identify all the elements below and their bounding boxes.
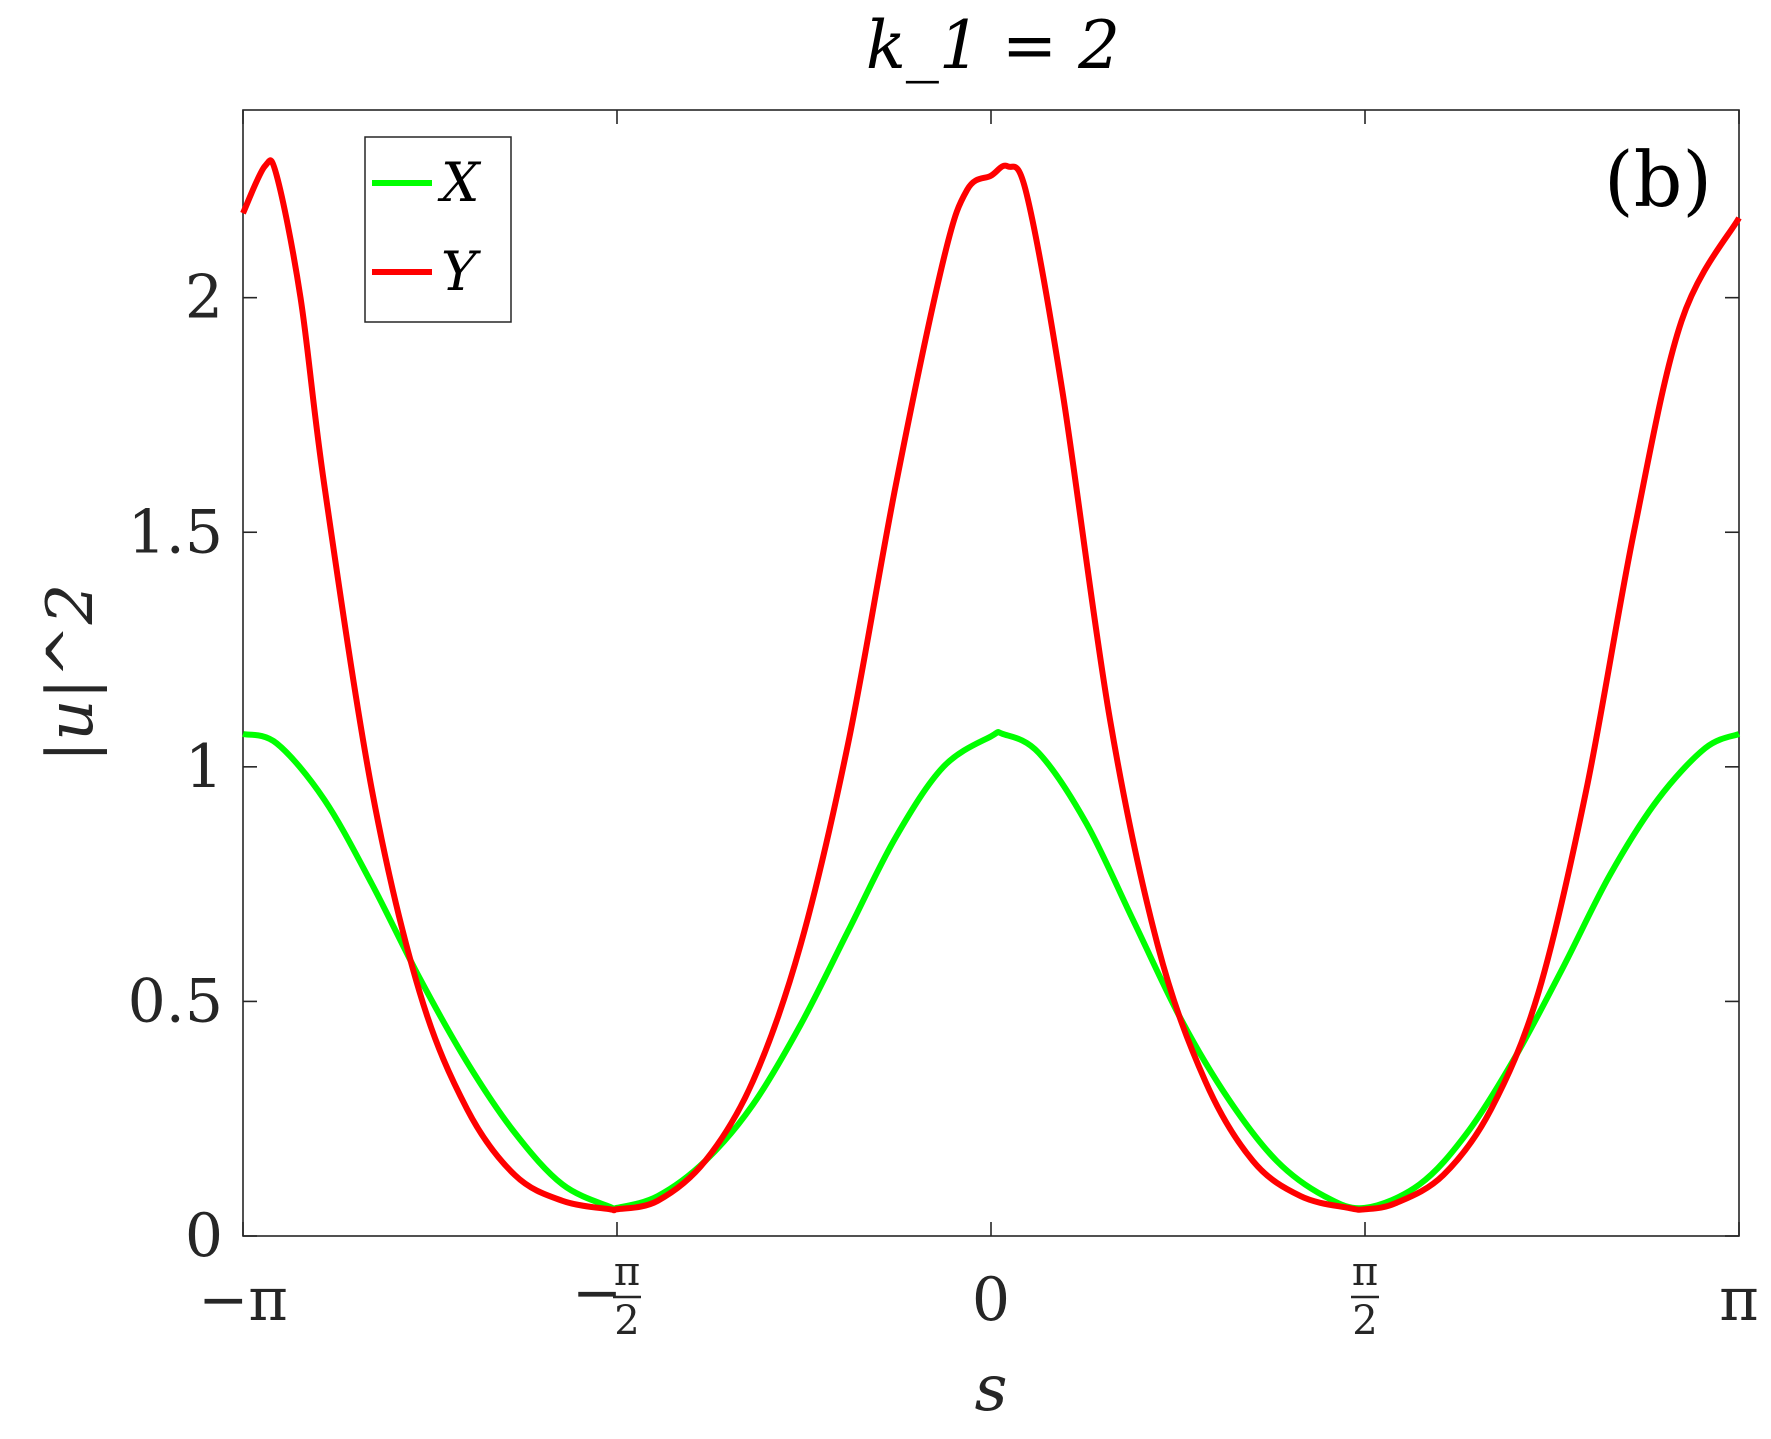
x-tick-label-numerator: π bbox=[614, 1249, 640, 1295]
chart-title: k_1 = 2 bbox=[866, 7, 1120, 84]
x-tick-label-sign: − bbox=[572, 1258, 622, 1328]
x-tick-label-numerator: π bbox=[1352, 1249, 1378, 1295]
y-tick-label: 0 bbox=[185, 1201, 223, 1271]
axis-ticks: −π −π2 0 π2 π00.511.52 bbox=[128, 110, 1759, 1344]
legend-label-x: X bbox=[437, 151, 482, 214]
x-tick-label: 0 bbox=[972, 1265, 1010, 1335]
x-axis-label: s bbox=[975, 1352, 1008, 1426]
y-tick-label: 1 bbox=[185, 732, 223, 802]
y-tick-label: 1.5 bbox=[128, 497, 223, 567]
y-tick-label: 0.5 bbox=[128, 966, 223, 1036]
x-tick-label-denominator: 2 bbox=[614, 1298, 639, 1344]
series-layer bbox=[240, 157, 1742, 1214]
legend: X Y bbox=[364, 136, 512, 323]
x-tick-label: π bbox=[1719, 1265, 1758, 1335]
legend-box bbox=[364, 136, 512, 323]
y-axis-label: |u|^2 bbox=[34, 584, 108, 763]
x-tick-label: −π bbox=[198, 1265, 288, 1335]
y-tick-label: 2 bbox=[185, 263, 223, 333]
legend-label-y: Y bbox=[441, 240, 481, 303]
x-tick-label-denominator: 2 bbox=[1352, 1298, 1377, 1344]
panel-label: (b) bbox=[1604, 135, 1712, 224]
series-line-x bbox=[242, 729, 1741, 1213]
series-line-y bbox=[240, 157, 1742, 1214]
